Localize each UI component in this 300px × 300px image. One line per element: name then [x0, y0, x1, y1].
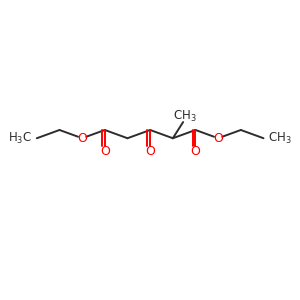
- Text: O: O: [213, 132, 223, 145]
- Text: CH$_3$: CH$_3$: [268, 131, 292, 146]
- Text: O: O: [190, 145, 200, 158]
- Text: H$_3$C: H$_3$C: [8, 131, 32, 146]
- Text: CH$_3$: CH$_3$: [173, 109, 196, 124]
- Text: O: O: [100, 145, 110, 158]
- Text: O: O: [77, 132, 87, 145]
- Text: O: O: [145, 145, 155, 158]
